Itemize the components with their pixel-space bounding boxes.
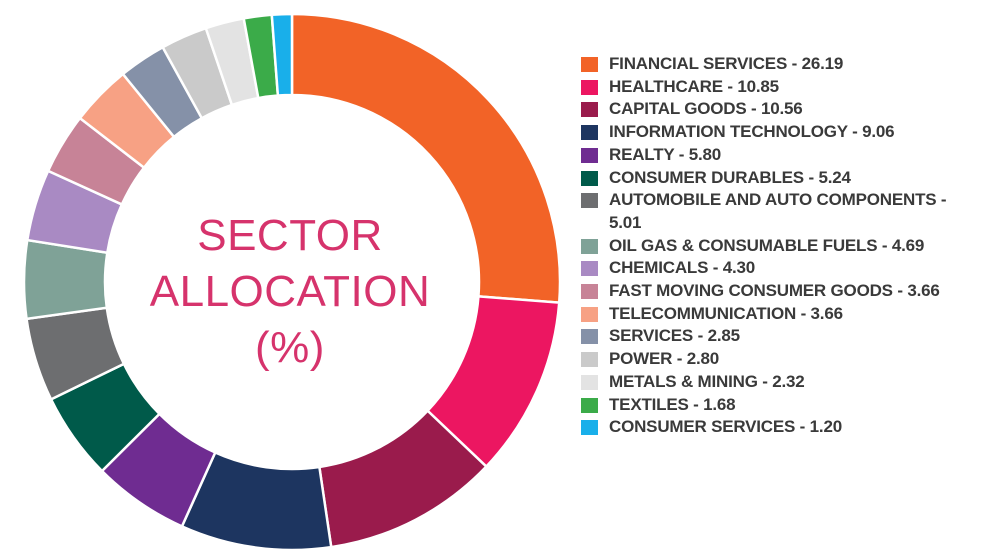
legend-item: TELECOMMUNICATION - 3.66 xyxy=(581,303,981,326)
legend-item: AUTOMOBILE AND AUTO COMPONENTS - 5.01 xyxy=(581,189,981,234)
legend-swatch xyxy=(581,420,598,436)
donut-slice xyxy=(290,12,562,304)
legend-swatch xyxy=(581,79,598,95)
legend-swatch xyxy=(581,284,598,300)
legend-item: METALS & MINING - 2.32 xyxy=(581,371,981,394)
legend-item: OIL GAS & CONSUMABLE FUELS - 4.69 xyxy=(581,235,981,258)
legend-label: CONSUMER SERVICES - 1.20 xyxy=(609,417,842,437)
legend-item: CHEMICALS - 4.30 xyxy=(581,257,981,280)
legend-label: HEALTHCARE - 10.85 xyxy=(609,76,779,96)
legend-swatch xyxy=(581,147,598,163)
legend-swatch xyxy=(581,306,598,322)
donut-slice xyxy=(270,12,294,97)
chart-legend: FINANCIAL SERVICES - 26.19 HEALTHCARE - 1… xyxy=(581,53,981,439)
legend-item: CAPITAL GOODS - 10.56 xyxy=(581,98,981,121)
legend-swatch xyxy=(581,125,598,141)
legend-label: TELECOMMUNICATION - 3.66 xyxy=(609,303,843,323)
legend-swatch xyxy=(581,170,598,186)
legend-label: FAST MOVING CONSUMER GOODS - 3.66 xyxy=(609,281,940,301)
sector-allocation-donut-chart xyxy=(22,12,562,552)
legend-swatch xyxy=(581,374,598,390)
legend-item: FINANCIAL SERVICES - 26.19 xyxy=(581,53,981,76)
legend-label: SERVICES - 2.85 xyxy=(609,326,740,346)
legend-label: AUTOMOBILE AND AUTO COMPONENTS - 5.01 xyxy=(609,190,947,232)
legend-label: INFORMATION TECHNOLOGY - 9.06 xyxy=(609,122,895,142)
legend-swatch xyxy=(581,102,598,118)
legend-swatch xyxy=(581,352,598,368)
legend-item: CONSUMER DURABLES - 5.24 xyxy=(581,167,981,190)
chart-title: SECTOR ALLOCATION (%) xyxy=(140,208,440,376)
legend-label: CAPITAL GOODS - 10.56 xyxy=(609,99,803,119)
chart-title-line-1: SECTOR xyxy=(197,211,383,260)
legend-item: SERVICES - 2.85 xyxy=(581,325,981,348)
legend-item: HEALTHCARE - 10.85 xyxy=(581,76,981,99)
chart-title-line-2: ALLOCATION xyxy=(149,267,431,316)
legend-item: CONSUMER SERVICES - 1.20 xyxy=(581,416,981,439)
legend-label: CHEMICALS - 4.30 xyxy=(609,258,756,278)
legend-label: POWER - 2.80 xyxy=(609,349,720,369)
legend-label: TEXTILES - 1.68 xyxy=(609,394,736,414)
legend-swatch xyxy=(581,57,598,72)
legend-swatch xyxy=(581,193,598,209)
legend-label: REALTY - 5.80 xyxy=(609,144,722,164)
legend-swatch xyxy=(581,329,598,345)
legend-label: METALS & MINING - 2.32 xyxy=(609,371,805,391)
legend-swatch xyxy=(581,238,598,254)
legend-item: REALTY - 5.80 xyxy=(581,144,981,167)
legend-item: TEXTILES - 1.68 xyxy=(581,394,981,417)
legend-item: INFORMATION TECHNOLOGY - 9.06 xyxy=(581,121,981,144)
legend-swatch xyxy=(581,397,598,413)
chart-title-line-3: (%) xyxy=(255,323,325,372)
legend-label: FINANCIAL SERVICES - 26.19 xyxy=(609,54,844,73)
legend-swatch xyxy=(581,261,598,277)
legend-item: FAST MOVING CONSUMER GOODS - 3.66 xyxy=(581,280,981,303)
legend-label: OIL GAS & CONSUMABLE FUELS - 4.69 xyxy=(609,235,925,255)
legend-label: CONSUMER DURABLES - 5.24 xyxy=(609,167,851,187)
legend-item: POWER - 2.80 xyxy=(581,348,981,371)
